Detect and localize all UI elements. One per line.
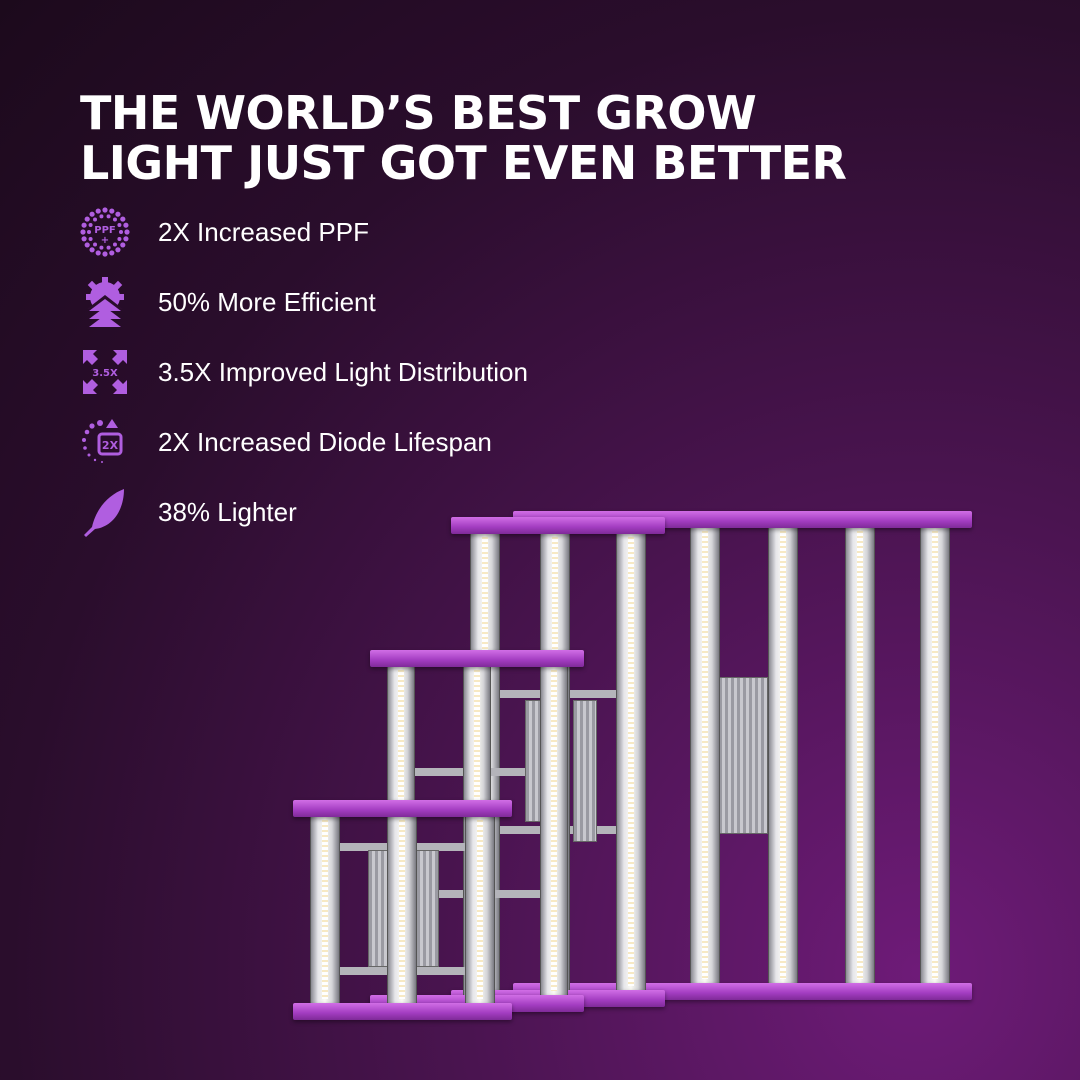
- svg-text:PPF: PPF: [94, 225, 116, 236]
- lifespan-2x-icon: 2X: [82, 419, 123, 463]
- feather-icon: [84, 489, 124, 537]
- led-bar: [845, 527, 875, 983]
- led-bar: [387, 816, 417, 1003]
- feature-item: 38% Lighter: [78, 485, 297, 539]
- led-bar: [310, 816, 340, 1003]
- led-bar: [768, 527, 798, 983]
- driver-box: [718, 677, 768, 834]
- headline-line1: THE WORLD’S BEST GROW: [80, 86, 757, 140]
- led-bar: [616, 533, 646, 990]
- led-bar: [540, 666, 568, 995]
- top-rail: [451, 517, 665, 534]
- feature-item: 2X 2X Increased Diode Lifespan: [78, 415, 492, 469]
- gear-arrows-up-icon: [86, 277, 124, 327]
- bottom-rail: [293, 1003, 512, 1020]
- top-rail: [293, 800, 512, 817]
- headline-line2: LIGHT JUST GOT EVEN BETTER: [80, 136, 847, 190]
- top-rail: [370, 650, 584, 667]
- led-bar: [690, 527, 720, 983]
- led-bar: [465, 816, 495, 1003]
- feature-label: 50% More Efficient: [158, 286, 376, 317]
- feature-item: PPF + 2X Increased PPF: [78, 205, 369, 259]
- feature-label: 38% Lighter: [158, 496, 297, 527]
- feature-label: 3.5X Improved Light Distribution: [158, 356, 528, 387]
- led-bar: [920, 527, 950, 983]
- headline: THE WORLD’S BEST GROW LIGHT JUST GOT EVE…: [80, 86, 847, 190]
- svg-text:+: +: [101, 235, 109, 246]
- expand-arrows-icon: 3.5X: [83, 350, 127, 394]
- svg-text:2X: 2X: [102, 439, 119, 452]
- feature-item: 50% More Efficient: [78, 275, 376, 329]
- feature-label: 2X Increased Diode Lifespan: [158, 426, 492, 457]
- ppf-dots-icon: PPF +: [80, 207, 130, 257]
- feature-label: 2X Increased PPF: [158, 216, 369, 247]
- feature-item: 3.5X 3.5X Improved Light Distribution: [78, 345, 528, 399]
- svg-text:3.5X: 3.5X: [92, 368, 118, 379]
- driver-box: [573, 700, 597, 842]
